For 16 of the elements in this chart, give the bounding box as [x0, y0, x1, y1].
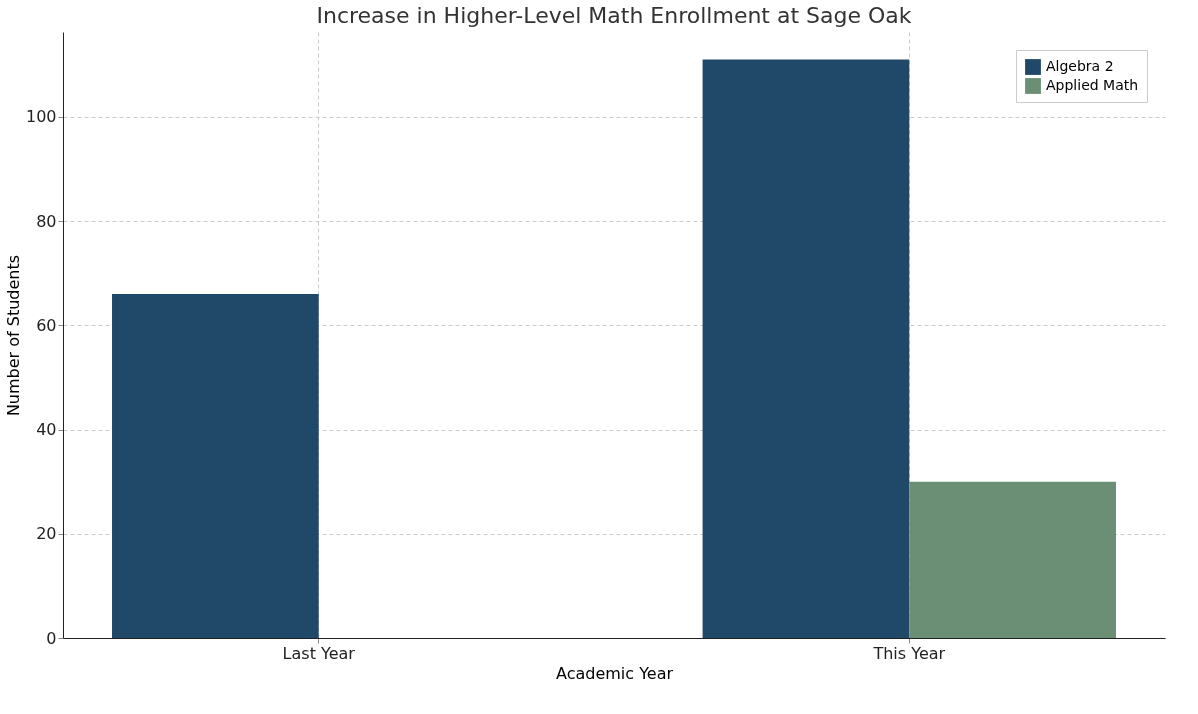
legend-label: Applied Math	[1046, 77, 1139, 93]
y-tick-label: 100	[25, 107, 57, 127]
bar	[702, 59, 910, 638]
y-tick-label: 60	[36, 315, 57, 335]
y-axis-title: Number of Students	[3, 254, 23, 417]
x-axis-title: Academic Year	[555, 663, 674, 683]
bar	[909, 481, 1116, 638]
bar	[112, 294, 319, 638]
y-tick-label: 20	[36, 524, 57, 544]
y-tick-label: 40	[36, 420, 57, 440]
y-tick-label: 0	[46, 628, 57, 648]
x-tick-label: This Year	[872, 643, 946, 663]
chart-title: Increase in Higher-Level Math Enrollment at Sage Oak	[316, 3, 912, 28]
y-tick-label: 80	[36, 211, 57, 231]
legend-label: Algebra 2	[1046, 58, 1114, 74]
x-tick-label: Last Year	[282, 643, 356, 663]
